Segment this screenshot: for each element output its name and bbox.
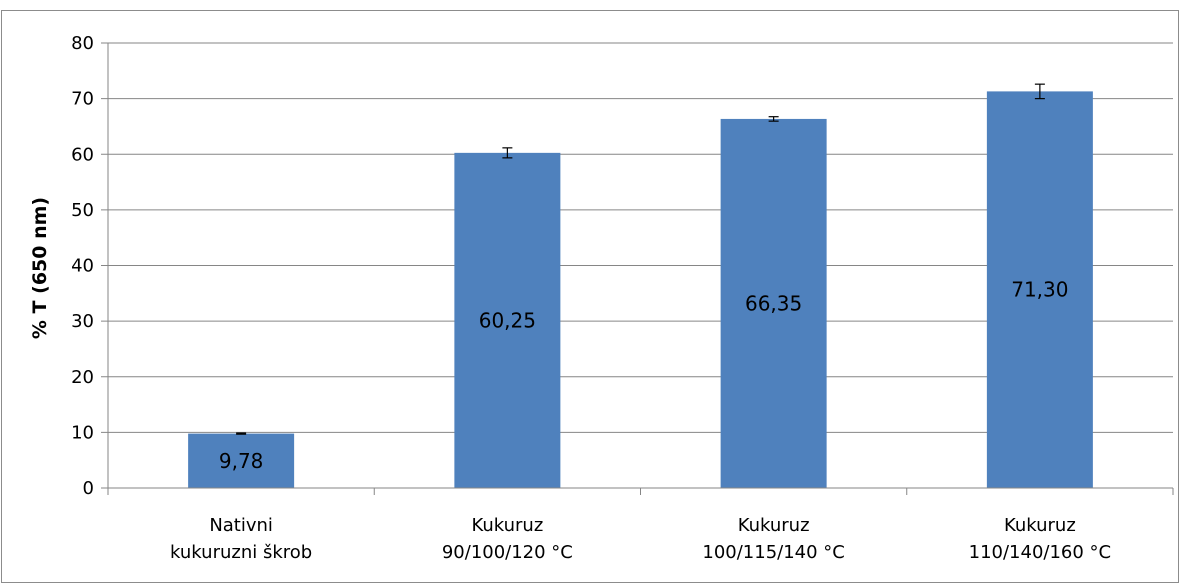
y-tick-label: 20 bbox=[71, 367, 94, 388]
x-category-label: 100/115/140 °C bbox=[702, 542, 845, 563]
y-tick-label: 0 bbox=[83, 478, 94, 499]
data-label: 66,35 bbox=[745, 291, 802, 315]
x-category-label: Kukuruz bbox=[1004, 515, 1076, 536]
bar bbox=[986, 91, 1093, 489]
data-label: 71,30 bbox=[1011, 278, 1068, 302]
y-tick-label: 50 bbox=[71, 200, 94, 221]
y-tick-label: 10 bbox=[71, 422, 94, 443]
y-tick-label: 80 bbox=[71, 33, 94, 54]
x-category-label: Kukuruz bbox=[471, 515, 543, 536]
bar bbox=[188, 433, 295, 488]
x-category-label: 110/140/160 °C bbox=[969, 542, 1112, 563]
bar bbox=[454, 152, 561, 488]
x-category-label: 90/100/120 °C bbox=[442, 542, 573, 563]
axes bbox=[101, 42, 1174, 495]
x-category-label: kukuruzni škrob bbox=[170, 542, 312, 563]
y-axis-title: % T (650 nm) bbox=[29, 197, 51, 339]
x-category-label: Kukuruz bbox=[738, 515, 810, 536]
y-tick-label: 60 bbox=[71, 144, 94, 165]
bar bbox=[720, 118, 827, 488]
data-label: 60,25 bbox=[479, 308, 536, 332]
y-tick-label: 30 bbox=[71, 311, 94, 332]
data-label: 9,78 bbox=[219, 449, 264, 473]
y-tick-label: 70 bbox=[71, 89, 94, 110]
y-tick-label: 40 bbox=[71, 256, 94, 277]
labels: 0 10 20 30 40 50 60 70 80 9,78 Nativni kukuruzni šk… bbox=[71, 33, 1111, 563]
bars bbox=[188, 83, 1093, 489]
x-category-label: Nativni bbox=[209, 515, 273, 536]
